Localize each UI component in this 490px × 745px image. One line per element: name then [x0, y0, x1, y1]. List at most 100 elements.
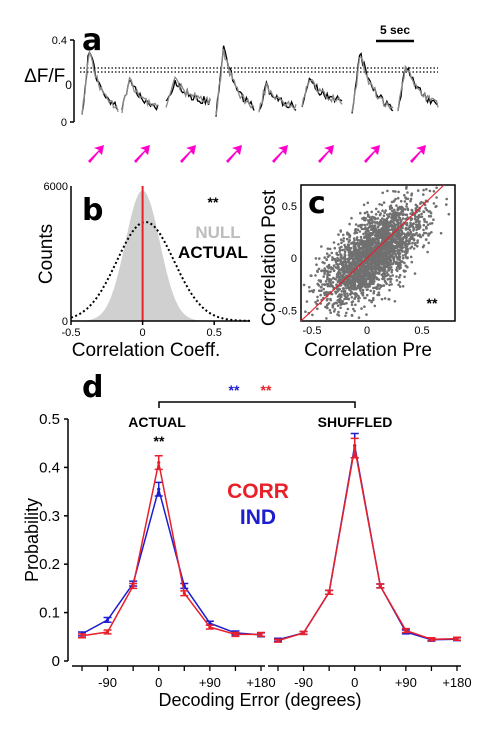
scatter-point [396, 269, 399, 273]
scatter-point [363, 251, 366, 255]
scatter-point [352, 261, 356, 264]
scatter-point [393, 249, 397, 253]
scatter-point [360, 223, 364, 227]
scatter-point [378, 269, 382, 273]
scatter-point [404, 197, 408, 200]
scatter-point [366, 266, 370, 270]
panel-c-xtick-label: 0 [364, 325, 370, 337]
scatter-point [382, 228, 386, 232]
scatter-point [404, 228, 408, 231]
scatter-point [345, 301, 348, 305]
scatter-point [404, 244, 407, 247]
scatter-point [346, 232, 350, 235]
scatter-point [385, 271, 389, 274]
scatter-point [386, 227, 389, 231]
scatter-point [344, 284, 347, 288]
scatter-point [359, 289, 362, 293]
scatter-point [371, 215, 374, 219]
scatter-point [332, 269, 336, 273]
scatter-point [311, 290, 315, 294]
scatter-point [316, 270, 319, 274]
scatter-point [349, 266, 353, 269]
scatter-point [379, 248, 382, 252]
scatter-point [396, 196, 400, 200]
scatter-point [384, 209, 388, 212]
panel-b-significance: ** [208, 194, 219, 210]
scatter-point [329, 297, 332, 301]
scatter-point [317, 267, 321, 271]
scatter-point [342, 273, 345, 277]
scatter-point [409, 223, 413, 226]
scatter-point [354, 257, 357, 260]
scatter-point [416, 239, 420, 242]
panel-d-ytick-label: 0 [52, 653, 60, 670]
scatter-point [361, 259, 364, 262]
scatter-point [392, 237, 395, 241]
scatter-point [386, 256, 390, 260]
scatter-point [379, 229, 383, 232]
scatter-point [405, 205, 408, 208]
scatter-point [348, 234, 352, 237]
point-corr [276, 639, 280, 643]
scatter-point [328, 308, 332, 312]
scatter-point [332, 264, 336, 267]
scatter-point [365, 277, 369, 281]
stimulus-arrow-2 [134, 145, 150, 163]
scatter-point [380, 255, 383, 259]
scatter-point [373, 224, 376, 228]
scatter-point [361, 264, 364, 268]
scatter-point [409, 212, 413, 215]
scatter-point [339, 303, 342, 306]
scatter-point [316, 307, 319, 311]
scatter-point [370, 210, 374, 214]
scatter-point [380, 203, 384, 207]
scatter-point [331, 303, 335, 306]
scatter-point [349, 292, 352, 296]
scatter-point [432, 190, 436, 193]
scatter-point [405, 213, 409, 217]
scatter-point [339, 238, 343, 241]
scatter-point [340, 268, 343, 271]
scatter-point [334, 291, 338, 295]
scatter-point [304, 310, 307, 314]
scatter-point [384, 255, 387, 259]
null-distribution [71, 190, 250, 321]
scatter-point [397, 190, 400, 194]
scatter-point [363, 265, 366, 268]
scatter-point [350, 281, 353, 285]
scatter-point [390, 200, 394, 204]
scatter-point [383, 267, 386, 271]
scatter-point [355, 254, 359, 257]
scatter-point [331, 258, 334, 262]
scatter-point [336, 265, 340, 268]
scatter-point [367, 246, 371, 250]
scatter-point [358, 230, 362, 233]
scatter-point [404, 253, 408, 256]
scatter-point [380, 297, 384, 301]
scatter-point [386, 264, 390, 268]
scatter-point [326, 306, 329, 310]
scatter-point [366, 223, 369, 226]
scatter-point [315, 263, 318, 267]
scatter-point [323, 283, 327, 287]
scatter-point [373, 216, 377, 220]
point-corr [105, 630, 110, 634]
stimulus-arrows [88, 145, 426, 163]
scatter-point [395, 204, 398, 207]
scatter-point [409, 230, 413, 234]
scatter-point [387, 231, 390, 234]
scatter-point [378, 203, 381, 206]
scatter-point [380, 236, 383, 239]
scatter-point [344, 314, 347, 318]
scatter-point [345, 237, 349, 241]
scatter-point [350, 216, 353, 220]
scatter-point [388, 224, 392, 228]
scatter-point [401, 217, 405, 220]
scatter-point [390, 209, 394, 213]
scatter-point [390, 254, 394, 258]
scatter-point [349, 246, 353, 250]
scatter-point [345, 311, 348, 315]
scatter-point [414, 233, 417, 236]
scatter-point [376, 244, 380, 247]
scatter-point [383, 273, 387, 277]
